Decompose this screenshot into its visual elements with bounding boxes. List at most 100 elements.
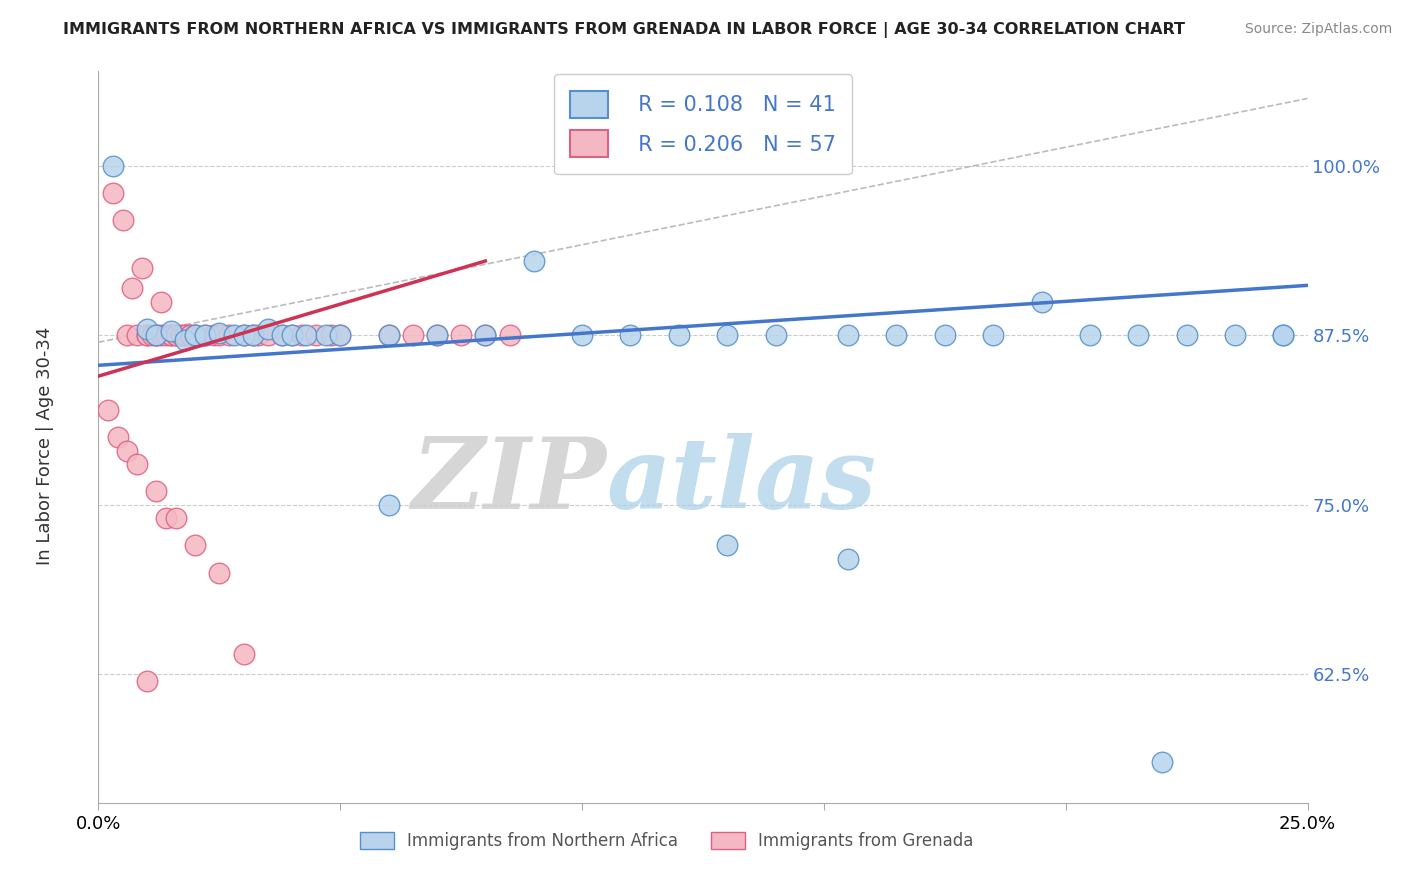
Point [232, 328, 254, 343]
Point [981, 328, 1004, 343]
Point [232, 647, 254, 661]
Point [474, 328, 496, 343]
Text: In Labor Force | Age 30-34: In Labor Force | Age 30-34 [37, 326, 53, 566]
Point [242, 328, 264, 343]
Point [145, 328, 167, 343]
Point [179, 328, 201, 343]
Point [101, 159, 124, 173]
Point [155, 328, 177, 343]
Point [135, 673, 157, 688]
Point [127, 328, 149, 343]
Point [184, 328, 207, 343]
Point [117, 443, 139, 458]
Text: Source: ZipAtlas.com: Source: ZipAtlas.com [1244, 22, 1392, 37]
Point [145, 328, 167, 343]
Point [1223, 328, 1246, 343]
Point [1175, 328, 1198, 343]
Point [716, 538, 738, 552]
Point [179, 328, 201, 343]
Point [135, 322, 157, 336]
Point [886, 328, 908, 343]
Point [117, 328, 139, 343]
Point [135, 328, 157, 343]
Point [165, 328, 187, 343]
Point [174, 328, 197, 343]
Point [160, 325, 183, 339]
Point [208, 326, 231, 340]
Point [184, 328, 207, 343]
Point [271, 328, 294, 343]
Point [165, 511, 187, 525]
Point [668, 328, 690, 343]
Point [315, 328, 337, 343]
Point [305, 328, 328, 343]
Point [319, 328, 342, 343]
Point [204, 328, 226, 343]
Point [377, 328, 399, 343]
Point [329, 328, 352, 343]
Point [165, 328, 187, 343]
Point [377, 498, 399, 512]
Point [716, 328, 738, 343]
Point [837, 328, 859, 343]
Point [141, 328, 163, 343]
Point [837, 552, 859, 566]
Point [155, 511, 177, 525]
Point [218, 328, 240, 343]
Point [290, 328, 312, 343]
Point [934, 328, 956, 343]
Point [271, 328, 294, 343]
Point [111, 213, 134, 227]
Point [160, 328, 183, 343]
Point [1078, 328, 1101, 343]
Point [222, 328, 245, 343]
Point [426, 328, 449, 343]
Point [1031, 294, 1053, 309]
Point [281, 328, 304, 343]
Point [247, 328, 270, 343]
Point [474, 328, 496, 343]
Point [150, 328, 173, 343]
Point [121, 281, 143, 295]
Point [194, 328, 217, 343]
Point [184, 328, 207, 343]
Point [174, 333, 197, 347]
Point [232, 328, 254, 343]
Point [145, 328, 167, 343]
Point [450, 328, 472, 343]
Point [571, 328, 593, 343]
Point [498, 328, 520, 343]
Point [208, 328, 231, 343]
Point [145, 484, 167, 499]
Point [281, 328, 304, 343]
Point [131, 260, 153, 275]
Point [174, 328, 197, 343]
Point [256, 322, 278, 336]
Legend: Immigrants from Northern Africa, Immigrants from Grenada: Immigrants from Northern Africa, Immigra… [353, 825, 980, 856]
Point [127, 457, 149, 471]
Point [150, 294, 173, 309]
Point [208, 566, 231, 580]
Point [426, 328, 449, 343]
Text: ZIP: ZIP [412, 433, 606, 529]
Point [135, 328, 157, 343]
Point [169, 328, 191, 343]
Point [184, 538, 207, 552]
Point [256, 328, 278, 343]
Point [242, 328, 264, 343]
Point [295, 328, 318, 343]
Text: IMMIGRANTS FROM NORTHERN AFRICA VS IMMIGRANTS FROM GRENADA IN LABOR FORCE | AGE : IMMIGRANTS FROM NORTHERN AFRICA VS IMMIG… [63, 22, 1185, 38]
Point [101, 186, 124, 201]
Point [523, 254, 546, 268]
Point [1272, 328, 1295, 343]
Point [97, 403, 120, 417]
Point [377, 328, 399, 343]
Point [107, 430, 129, 444]
Point [1272, 328, 1295, 343]
Point [1128, 328, 1150, 343]
Point [402, 328, 425, 343]
Point [194, 328, 217, 343]
Text: atlas: atlas [606, 433, 876, 529]
Point [1152, 755, 1174, 769]
Point [619, 328, 641, 343]
